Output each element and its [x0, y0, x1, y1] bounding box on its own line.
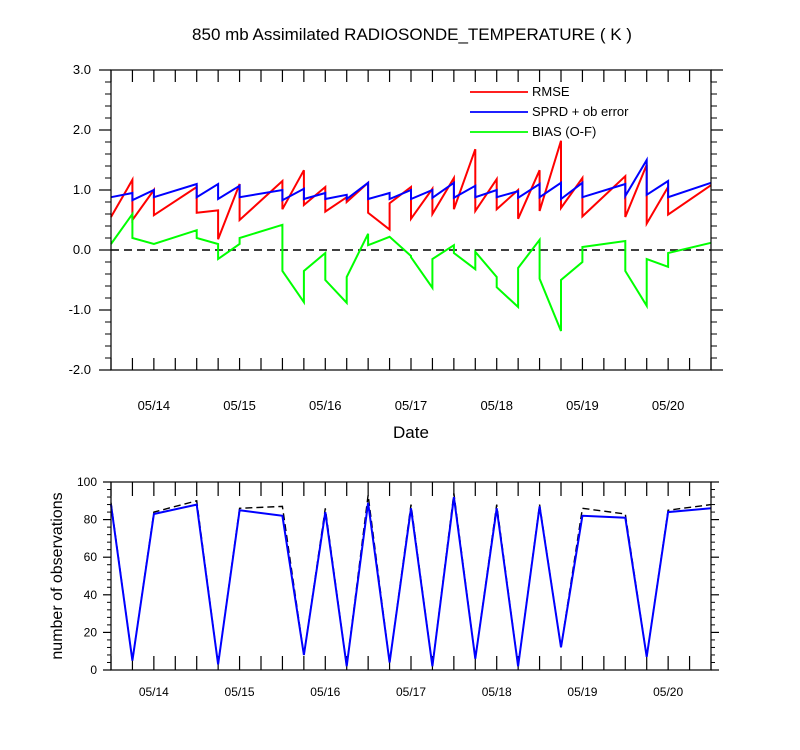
y-tick-label: 40	[84, 588, 98, 602]
y-tick-label: 20	[84, 625, 98, 639]
y-tick-label: 2.0	[73, 122, 91, 137]
chart-title: 850 mb Assimilated RADIOSONDE_TEMPERATUR…	[192, 25, 632, 44]
legend-label-rmse: RMSE	[532, 84, 570, 99]
bottom-panel: 05/14 05/15 05/16 05/17 05/18 05/19 05/20 0 20 40…	[49, 475, 719, 699]
y-axis-label: number of observations	[49, 492, 66, 659]
x-tick-label: 05/16	[310, 685, 340, 699]
legend-label-bias: BIAS (O-F)	[532, 124, 596, 139]
x-tick-label: 05/16	[309, 398, 342, 413]
top-axes: 05/14 05/15 05/16 05/17 05/18 05/19 05/20 -2.0 -…	[69, 62, 723, 413]
y-tick-label: 1.0	[73, 182, 91, 197]
bottom-series-group	[110, 493, 712, 667]
bottom-plot-frame	[110, 481, 712, 671]
top-plot-frame	[110, 69, 712, 371]
x-axis-label: Date	[393, 423, 429, 442]
x-tick-label: 05/14	[139, 685, 169, 699]
x-tick-label: 05/17	[395, 398, 428, 413]
x-tick-label: 05/19	[567, 685, 597, 699]
x-tick-label: 05/18	[480, 398, 513, 413]
bottom-axes: 05/14 05/15 05/16 05/17 05/18 05/19 05/20 0 20 40…	[77, 475, 719, 699]
top-panel: 850 mb Assimilated RADIOSONDE_TEMPERATUR…	[69, 25, 723, 442]
x-tick-label: 05/15	[223, 398, 256, 413]
x-tick-label: 05/20	[653, 685, 683, 699]
x-tick-label: 05/18	[482, 685, 512, 699]
series-line-possible	[110, 493, 712, 667]
top-series-group	[110, 140, 712, 332]
y-tick-label: 60	[84, 550, 98, 564]
y-tick-label: 80	[84, 513, 98, 527]
y-tick-label: -2.0	[69, 362, 91, 377]
series-line-bias-o-f	[110, 210, 712, 332]
x-tick-label: 05/19	[566, 398, 599, 413]
x-tick-label: 05/15	[225, 685, 255, 699]
y-tick-label: 100	[77, 475, 97, 489]
series-line-sprd-ob-error	[110, 156, 712, 202]
series-line-used	[110, 496, 712, 667]
legend: RMSE SPRD + ob error BIAS (O-F)	[470, 84, 629, 139]
x-tick-label: 05/20	[652, 398, 685, 413]
x-tick-label: 05/17	[396, 685, 426, 699]
legend-label-spread: SPRD + ob error	[532, 104, 629, 119]
y-tick-label: 3.0	[73, 62, 91, 77]
y-tick-label: -1.0	[69, 302, 91, 317]
y-tick-label: 0	[90, 663, 97, 677]
x-tick-label: 05/14	[138, 398, 171, 413]
y-tick-label: 0.0	[73, 242, 91, 257]
